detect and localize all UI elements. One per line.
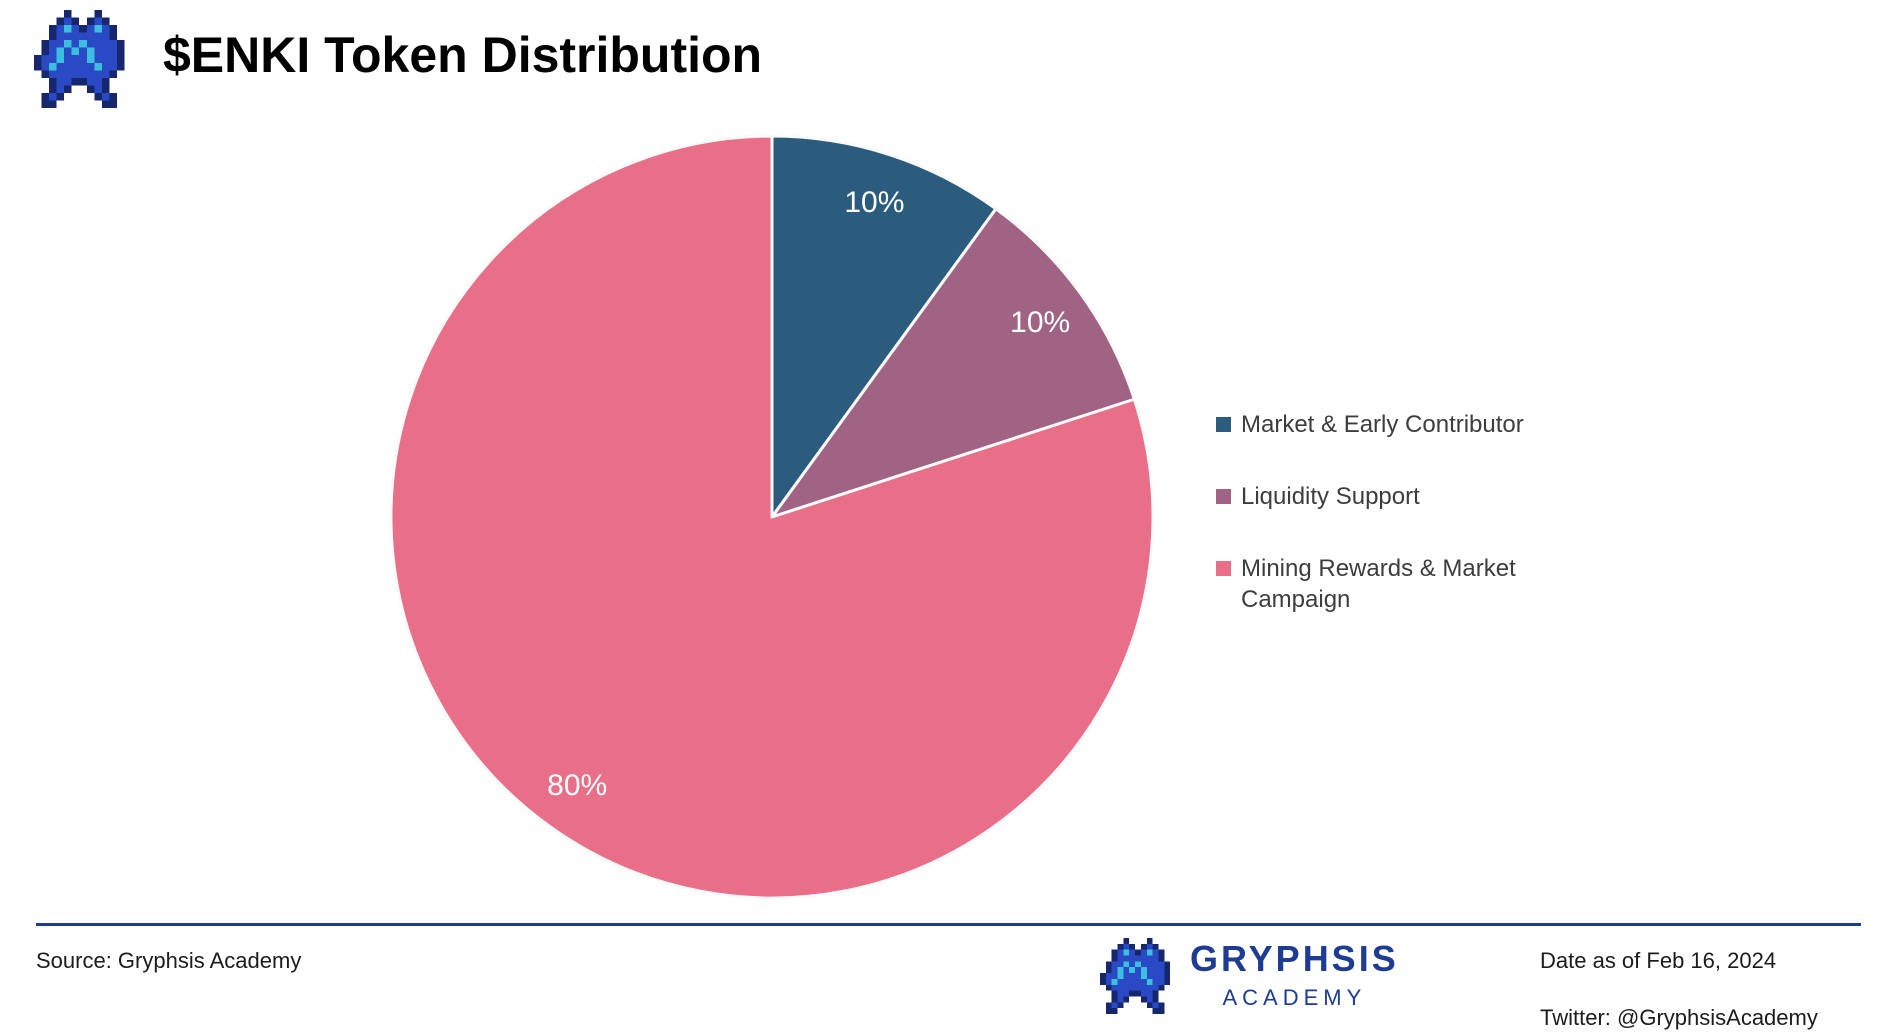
pie-slice-label: 80% [547, 769, 607, 802]
pixel-dragon-logo-small-icon [1100, 938, 1171, 1014]
date-text: Date as of Feb 16, 2024 [1540, 948, 1777, 973]
footer-divider [36, 923, 1861, 926]
pie-slice-label: 10% [1010, 306, 1070, 339]
brand-name: GRYPHSIS [1190, 938, 1399, 979]
twitter-text: Twitter: @GryphsisAcademy [1540, 1005, 1818, 1030]
pie-slice [770, 134, 998, 519]
legend-item: Liquidity Support [1216, 481, 1556, 512]
legend-item: Mining Rewards & Market Campaign [1216, 553, 1556, 615]
pie-chart: 10% 10% 80% [389, 134, 1155, 900]
brand-text: GRYPHSIS ACADEMY [1190, 938, 1399, 1011]
legend-marker [1216, 417, 1231, 432]
legend-marker [1216, 489, 1231, 504]
legend-item: Market & Early Contributor [1216, 409, 1556, 440]
source-text: Source: Gryphsis Academy [36, 948, 302, 973]
chart-legend: Market & Early Contributor Liquidity Supp… [1216, 409, 1556, 615]
legend-label: Mining Rewards & Market Campaign [1241, 555, 1516, 613]
brand-subtitle: ACADEMY [1222, 985, 1367, 1010]
brand-lockup: GRYPHSIS ACADEMY [1100, 938, 1399, 1014]
legend-label: Liquidity Support [1241, 483, 1420, 510]
legend-marker [1216, 561, 1231, 576]
pie-slice-label: 10% [844, 186, 904, 219]
legend-label: Market & Early Contributor [1241, 411, 1524, 438]
page-title: $ENKI Token Distribution [163, 27, 763, 83]
footer-meta: Date as of Feb 16, 2024 Twitter: @Gryphs… [1540, 948, 1818, 1031]
pixel-dragon-logo-icon [34, 10, 125, 108]
pie-slice [770, 207, 1136, 519]
pie-slice [389, 134, 1155, 900]
